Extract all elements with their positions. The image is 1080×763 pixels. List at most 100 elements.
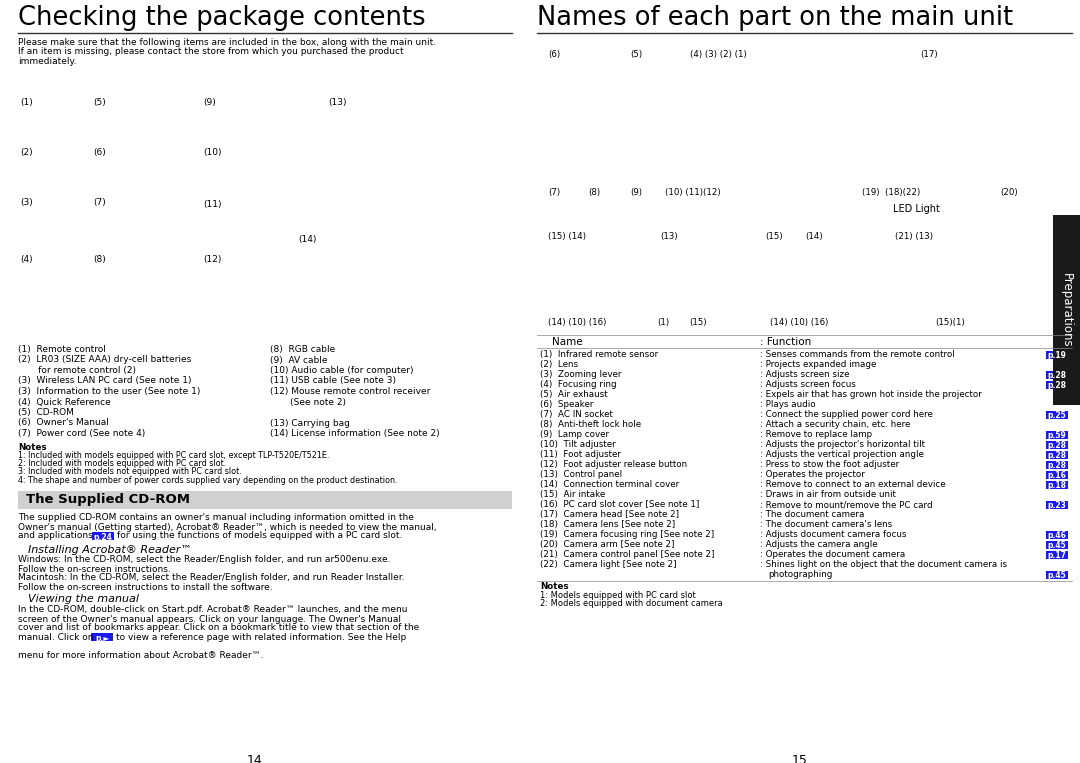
Text: (4) (3) (2) (1): (4) (3) (2) (1) bbox=[690, 50, 746, 59]
Text: (14)  Connection terminal cover: (14) Connection terminal cover bbox=[540, 480, 679, 489]
Text: (See note 2): (See note 2) bbox=[270, 398, 346, 407]
Text: : Projects expanded image: : Projects expanded image bbox=[760, 360, 876, 369]
Text: (1)  Infrared remote sensor: (1) Infrared remote sensor bbox=[540, 350, 658, 359]
Text: : Plays audio: : Plays audio bbox=[760, 400, 815, 409]
Text: (18)  Camera lens [See note 2]: (18) Camera lens [See note 2] bbox=[540, 520, 675, 529]
Text: (19)  Camera focusing ring [See note 2]: (19) Camera focusing ring [See note 2] bbox=[540, 530, 714, 539]
Text: p.►: p.► bbox=[95, 634, 109, 643]
Text: (13) Carrying bag: (13) Carrying bag bbox=[270, 418, 350, 427]
Text: (15): (15) bbox=[765, 232, 783, 241]
Text: If an item is missing, please contact the store from which you purchased the pro: If an item is missing, please contact th… bbox=[18, 47, 404, 56]
Text: (14): (14) bbox=[805, 232, 823, 241]
Text: screen of the Owner's manual appears. Click on your language. The Owner's Manual: screen of the Owner's manual appears. Cl… bbox=[18, 614, 401, 623]
Text: : Connect the supplied power cord here: : Connect the supplied power cord here bbox=[760, 410, 933, 419]
Text: (15): (15) bbox=[689, 318, 706, 327]
Text: (20)  Camera arm [See note 2]: (20) Camera arm [See note 2] bbox=[540, 540, 675, 549]
Text: Notes: Notes bbox=[18, 443, 46, 452]
Text: Please make sure that the following items are included in the box, along with th: Please make sure that the following item… bbox=[18, 38, 436, 47]
Text: p.19: p.19 bbox=[1048, 352, 1066, 360]
Text: Owner's manual (Getting started), Acrobat® Reader™, which is needed to view the : Owner's manual (Getting started), Acroba… bbox=[18, 523, 436, 532]
Text: (13): (13) bbox=[660, 232, 677, 241]
Text: (6)  Owner's Manual: (6) Owner's Manual bbox=[18, 418, 109, 427]
Text: (15)(1): (15)(1) bbox=[935, 318, 964, 327]
Text: (11)  Foot adjuster: (11) Foot adjuster bbox=[540, 450, 621, 459]
Text: (7): (7) bbox=[93, 198, 106, 207]
Text: : Press to stow the foot adjuster: : Press to stow the foot adjuster bbox=[760, 460, 900, 469]
Text: Macintosh: In the CD-ROM, select the Reader/English folder, and run Reader Insta: Macintosh: In the CD-ROM, select the Rea… bbox=[18, 574, 405, 582]
Text: Checking the package contents: Checking the package contents bbox=[18, 5, 426, 31]
Text: (2)  Lens: (2) Lens bbox=[540, 360, 578, 369]
Text: (7)  Power cord (See note 4): (7) Power cord (See note 4) bbox=[18, 429, 145, 438]
Text: (4)  Quick Reference: (4) Quick Reference bbox=[18, 398, 111, 407]
Text: (22)  Camera light [See note 2]: (22) Camera light [See note 2] bbox=[540, 560, 677, 569]
Text: (14): (14) bbox=[298, 235, 316, 244]
Text: (8): (8) bbox=[93, 255, 106, 264]
Text: Viewing the manual: Viewing the manual bbox=[28, 594, 139, 604]
Text: : Senses commands from the remote control: : Senses commands from the remote contro… bbox=[760, 350, 955, 359]
Text: (3): (3) bbox=[21, 198, 32, 207]
Text: (15)  Air intake: (15) Air intake bbox=[540, 490, 605, 499]
Text: : Adjusts the projector's horizontal tilt: : Adjusts the projector's horizontal til… bbox=[760, 440, 924, 449]
Text: (21)  Camera control panel [See note 2]: (21) Camera control panel [See note 2] bbox=[540, 550, 715, 559]
Text: : Operates the document camera: : Operates the document camera bbox=[760, 550, 905, 559]
Text: : Expels air that has grown hot inside the projector: : Expels air that has grown hot inside t… bbox=[760, 390, 982, 399]
Text: p.18: p.18 bbox=[1048, 481, 1067, 491]
Bar bbox=[91, 633, 113, 640]
Text: p.28: p.28 bbox=[1048, 452, 1067, 461]
Text: (14) (10) (16): (14) (10) (16) bbox=[548, 318, 606, 327]
Text: p.59: p.59 bbox=[1048, 432, 1066, 440]
Text: (1)  Remote control: (1) Remote control bbox=[18, 345, 106, 354]
Text: The Supplied CD-ROM: The Supplied CD-ROM bbox=[26, 492, 190, 506]
Text: (13)  Control panel: (13) Control panel bbox=[540, 470, 622, 479]
Text: (7): (7) bbox=[548, 188, 561, 197]
Text: (20): (20) bbox=[1000, 188, 1017, 197]
Text: (14) (10) (16): (14) (10) (16) bbox=[770, 318, 828, 327]
Text: (5): (5) bbox=[630, 50, 643, 59]
Text: 1: Models equipped with PC card slot: 1: Models equipped with PC card slot bbox=[540, 591, 696, 600]
Text: 14: 14 bbox=[247, 754, 262, 763]
Text: (10)  Tilt adjuster: (10) Tilt adjuster bbox=[540, 440, 616, 449]
Text: (13): (13) bbox=[328, 98, 347, 107]
Text: : Draws in air from outside unit: : Draws in air from outside unit bbox=[760, 490, 896, 499]
Text: : Function: : Function bbox=[760, 337, 811, 347]
Text: Names of each part on the main unit: Names of each part on the main unit bbox=[537, 5, 1013, 31]
Text: : The document camera's lens: : The document camera's lens bbox=[760, 520, 892, 529]
Text: : Adjusts the vertical projection angle: : Adjusts the vertical projection angle bbox=[760, 450, 923, 459]
Text: (4): (4) bbox=[21, 255, 32, 264]
Text: p.25: p.25 bbox=[1048, 411, 1066, 420]
Text: p.45: p.45 bbox=[1048, 571, 1066, 581]
Text: (9): (9) bbox=[630, 188, 642, 197]
Bar bbox=[92, 532, 114, 539]
Text: (19)  (18)(22): (19) (18)(22) bbox=[862, 188, 920, 197]
Text: and applications: and applications bbox=[18, 532, 93, 540]
Text: (10) Audio cable (for computer): (10) Audio cable (for computer) bbox=[270, 366, 414, 375]
Text: (9)  AV cable: (9) AV cable bbox=[270, 356, 327, 365]
Text: p.24: p.24 bbox=[94, 533, 112, 542]
Text: cover and list of bookmarks appear. Click on a bookmark title to view that secti: cover and list of bookmarks appear. Clic… bbox=[18, 623, 419, 633]
Bar bbox=[1047, 550, 1068, 559]
Text: Installing Acrobat® Reader™: Installing Acrobat® Reader™ bbox=[28, 545, 191, 555]
Text: (1): (1) bbox=[657, 318, 670, 327]
Text: manual. Click on: manual. Click on bbox=[18, 633, 94, 642]
Text: to view a reference page with related information. See the Help: to view a reference page with related in… bbox=[116, 633, 406, 642]
Bar bbox=[1047, 410, 1068, 418]
Bar bbox=[1047, 440, 1068, 449]
Text: (8)  Anti-theft lock hole: (8) Anti-theft lock hole bbox=[540, 420, 642, 429]
Text: : The document camera: : The document camera bbox=[760, 510, 864, 519]
Bar bbox=[1047, 471, 1068, 478]
Text: p.16: p.16 bbox=[1048, 472, 1066, 481]
Text: (11): (11) bbox=[203, 200, 221, 209]
Text: In the CD-ROM, double-click on Start.pdf. Acrobat® Reader™ launches, and the men: In the CD-ROM, double-click on Start.pdf… bbox=[18, 606, 407, 614]
Text: 3: Included with models not equipped with PC card slot.: 3: Included with models not equipped wit… bbox=[18, 468, 242, 477]
Text: p.28: p.28 bbox=[1048, 442, 1067, 450]
Text: (17)  Camera head [See note 2]: (17) Camera head [See note 2] bbox=[540, 510, 679, 519]
Text: (21) (13): (21) (13) bbox=[895, 232, 933, 241]
Text: : Remove to replace lamp: : Remove to replace lamp bbox=[760, 430, 873, 439]
Text: p.28: p.28 bbox=[1048, 462, 1067, 471]
Text: Preparations: Preparations bbox=[1059, 272, 1074, 347]
Text: Notes: Notes bbox=[540, 582, 569, 591]
Text: (7)  AC IN socket: (7) AC IN socket bbox=[540, 410, 612, 419]
Text: (6): (6) bbox=[93, 148, 106, 157]
Bar bbox=[1053, 215, 1080, 405]
Text: : Adjusts screen focus: : Adjusts screen focus bbox=[760, 380, 855, 389]
